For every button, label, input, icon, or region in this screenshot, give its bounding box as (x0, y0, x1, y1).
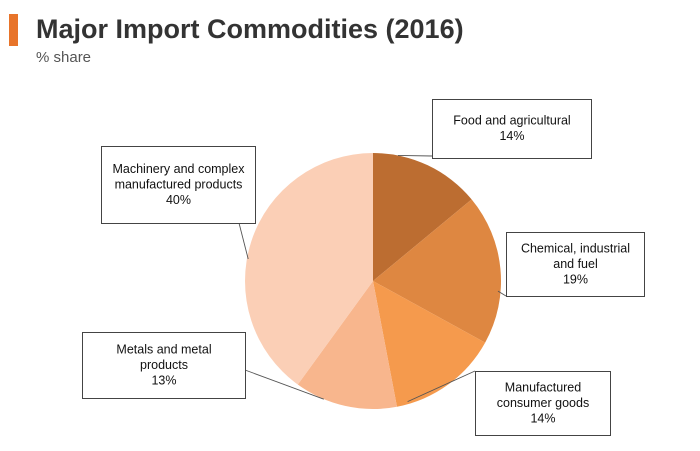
slice-value-label: 40% (166, 193, 191, 207)
chart-subtitle: % share (36, 49, 92, 66)
pie-slice (373, 199, 502, 343)
callout-box (475, 371, 611, 436)
callout-box (432, 99, 592, 159)
slice-value-label: 14% (530, 411, 555, 425)
slice-value-label: 19% (563, 272, 588, 286)
callout-box (506, 232, 645, 297)
title-accent-bar (9, 14, 18, 46)
slice-category-label: Manufactured (505, 380, 581, 394)
slice-value-label: 13% (151, 373, 176, 387)
slice-category-label: Metals and metal (116, 342, 211, 356)
slice-category-label: consumer goods (497, 396, 589, 410)
pie-slice (245, 153, 373, 385)
pie-slice (373, 153, 472, 281)
slice-value-label: 14% (499, 129, 524, 143)
callout-leader-line (244, 369, 324, 400)
slice-category-label: Chemical, industrial (521, 241, 630, 255)
slice-category-label: products (140, 358, 188, 372)
slice-category-label: Machinery and complex (112, 162, 245, 176)
callout-leader-line (238, 222, 249, 260)
pie-slices (245, 153, 502, 409)
pie-slice (373, 281, 486, 407)
callout-box (101, 146, 256, 224)
slice-category-label: manufactured products (115, 177, 243, 191)
slice-category-label: and fuel (553, 257, 597, 271)
callout-box (82, 332, 246, 399)
chart-title: Major Import Commodities (2016) (36, 14, 464, 44)
pie-slice (297, 281, 397, 409)
callout-leader-line (407, 370, 476, 403)
callout-leader-line (497, 290, 507, 297)
callout-leader-line (397, 154, 433, 157)
slice-category-label: Food and agricultural (453, 114, 570, 128)
